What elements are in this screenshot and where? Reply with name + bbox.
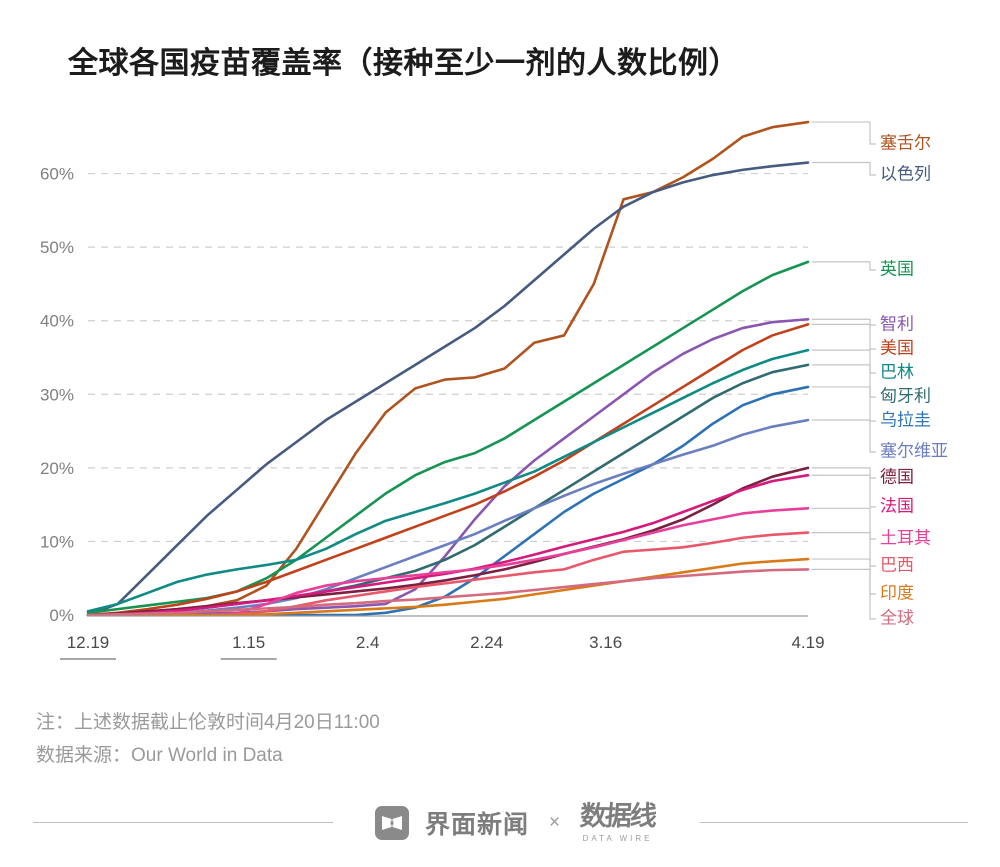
legend-label-英国[interactable]: 英国 (880, 259, 914, 278)
y-tick-label: 40% (40, 312, 74, 331)
x-axis: 12.191.152.42.243.164.1920202021 (60, 615, 825, 660)
gridlines (88, 172, 808, 543)
leader-line-土耳其 (812, 507, 876, 540)
y-tick-label: 20% (40, 459, 74, 478)
year-badge (60, 658, 116, 660)
legend-label-全球[interactable]: 全球 (880, 608, 914, 627)
legend-label-匈牙利[interactable]: 匈牙利 (880, 386, 931, 405)
series-line-塞尔维亚 (86, 418, 810, 617)
brand-sub-datawire: DATA WIRE (582, 834, 653, 843)
y-tick-label: 60% (40, 165, 74, 184)
series-line-美国 (86, 323, 810, 617)
x-tick-label: 4.19 (791, 633, 824, 652)
x-tick-label: 12.19 (67, 633, 110, 652)
x-tick-label: 1.15 (232, 633, 265, 652)
footer-divider-right (700, 822, 968, 823)
jiemian-logo-icon (374, 806, 409, 840)
y-tick-label: 0% (49, 606, 74, 625)
legend-label-巴林[interactable]: 巴林 (880, 362, 914, 381)
series-line-全球 (86, 568, 810, 617)
leader-line-英国 (812, 261, 876, 271)
legend-label-智利[interactable]: 智利 (880, 314, 914, 333)
y-axis-tick-labels: 0% 10% 20% 30% 40% 50% 60% (40, 165, 74, 625)
y-tick-label: 50% (40, 238, 74, 257)
chart-notes: 注：上述数据截止伦敦时间4月20日11:00 数据来源：Our World in… (36, 706, 380, 772)
leader-line-塞舌尔 (812, 121, 876, 145)
x-tick-label: 3.16 (589, 633, 622, 652)
page-title: 全球各国疫苗覆盖率（接种至少一剂的人数比例） (68, 47, 739, 80)
leader-line-巴林 (812, 349, 876, 374)
footer-branding: 界面新闻 × 数据线 DATA WIRE (345, 795, 685, 851)
legend-label-乌拉圭[interactable]: 乌拉圭 (880, 410, 931, 429)
legend-label-巴西[interactable]: 巴西 (880, 555, 914, 574)
leader-line-巴西 (812, 532, 876, 567)
leader-line-匈牙利 (812, 364, 876, 398)
leader-line-全球 (812, 568, 876, 620)
legend-label-塞尔维亚[interactable]: 塞尔维亚 (880, 441, 948, 460)
legend-label-德国[interactable]: 德国 (880, 467, 914, 486)
legend-leader-lines (812, 121, 876, 620)
year-badge (220, 658, 277, 660)
series-line-印度 (86, 557, 810, 617)
legend-label-土耳其[interactable]: 土耳其 (880, 528, 931, 547)
leader-line-美国 (812, 323, 876, 350)
brand-name-datawire: 数据线 (579, 801, 657, 831)
chart-canvas: 0% 10% 20% 30% 40% 50% 60% 塞舌尔以色列英国智利美国巴林匈牙利乌拉… (40, 120, 948, 660)
legend-label-美国[interactable]: 美国 (880, 338, 914, 357)
legend-label-以色列[interactable]: 以色列 (880, 164, 931, 183)
note-line-source: 数据来源：Our World in Data (36, 745, 283, 766)
legend-label-塞舌尔[interactable]: 塞舌尔 (880, 133, 931, 152)
leader-line-智利 (812, 318, 876, 326)
x-tick-label: 2.4 (356, 633, 380, 652)
leader-line-塞尔维亚 (812, 419, 876, 453)
x-tick-label: 2.24 (470, 633, 503, 652)
leader-line-法国 (812, 474, 876, 508)
y-tick-label: 10% (40, 532, 74, 551)
series-line-英国 (86, 260, 810, 615)
series-line-法国 (86, 473, 810, 617)
vaccination-coverage-line-chart: 0% 10% 20% 30% 40% 50% 60% 塞舌尔以色列英国智利美国巴林匈牙利乌拉… (0, 100, 1000, 660)
series-line-以色列 (86, 161, 810, 617)
series-line-德国 (86, 466, 810, 617)
leader-line-德国 (812, 467, 876, 479)
leader-line-印度 (812, 558, 876, 595)
leader-line-以色列 (812, 161, 876, 176)
brand-cross-symbol: × (548, 812, 561, 833)
series-lines (86, 120, 810, 617)
y-tick-label: 30% (40, 385, 74, 404)
brand-datawire: 数据线 DATA WIRE (579, 801, 657, 843)
legend-label-法国[interactable]: 法国 (880, 496, 914, 515)
leader-line-乌拉圭 (812, 386, 876, 422)
series-line-巴林 (86, 348, 810, 613)
series-line-智利 (86, 317, 810, 617)
footer-divider-left (33, 822, 333, 823)
legend-label-印度[interactable]: 印度 (880, 583, 914, 602)
brand-name-jiemian: 界面新闻 (424, 811, 529, 839)
note-line-cutoff: 注：上述数据截止伦敦时间4月20日11:00 (36, 712, 380, 733)
